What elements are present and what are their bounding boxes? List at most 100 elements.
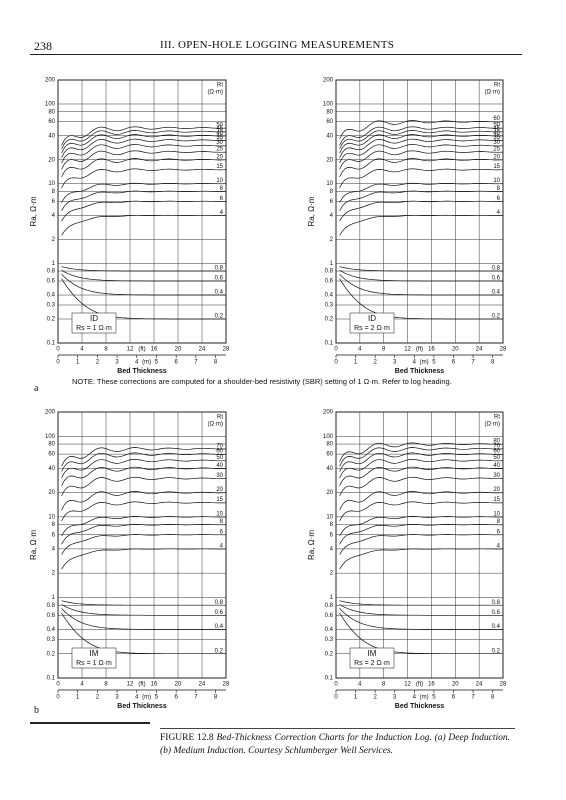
y-tick-label: 4 bbox=[52, 546, 56, 552]
rt-value-label: 35 bbox=[493, 135, 500, 141]
chart: 0.10.20.30.40.60.81246810204060801002000… bbox=[29, 78, 230, 375]
x-unit: (ft) bbox=[138, 347, 145, 353]
y-tick-label: 0.3 bbox=[325, 303, 334, 309]
correction-curve bbox=[339, 476, 504, 497]
y-tick-label: 6 bbox=[52, 199, 56, 205]
rt-value-label: 45 bbox=[493, 126, 500, 132]
y-tick-label: 0.8 bbox=[325, 603, 334, 609]
correction-curve bbox=[339, 144, 504, 164]
y-tick-label: 4 bbox=[52, 213, 56, 219]
rt-value-label: 30 bbox=[216, 473, 223, 479]
x-tick-label: 0 bbox=[56, 347, 60, 353]
rt-value-label: 15 bbox=[493, 497, 500, 503]
correction-curve bbox=[61, 458, 227, 479]
y-tick-label: 10 bbox=[48, 514, 55, 520]
correction-curve bbox=[339, 134, 504, 154]
rt-value-label: 6 bbox=[497, 196, 501, 202]
y-tick-label: 2 bbox=[330, 237, 334, 243]
rt-value-label: 6 bbox=[497, 529, 501, 535]
x-tick-label: 24 bbox=[476, 682, 483, 688]
x-tick-label: 28 bbox=[500, 682, 507, 688]
m-unit: (m) bbox=[420, 360, 429, 366]
y-axis-title: Ra, Ω·m bbox=[29, 196, 38, 226]
y-tick-label: 2 bbox=[52, 571, 56, 577]
chart: 0.10.20.30.40.60.81246810204060801002000… bbox=[307, 410, 507, 710]
m-tick-label: 5 bbox=[155, 360, 159, 366]
x-tick-label: 16 bbox=[151, 347, 158, 353]
m-tick-label: 3 bbox=[393, 360, 397, 366]
x-tick-label: 28 bbox=[223, 347, 230, 353]
rt-value-label: 40 bbox=[493, 463, 500, 469]
correction-curve bbox=[339, 182, 504, 203]
correction-curve bbox=[339, 150, 504, 170]
m-tick-label: 2 bbox=[373, 360, 377, 366]
x-tick-label: 20 bbox=[452, 682, 459, 688]
correction-curve bbox=[61, 130, 227, 150]
y-tick-label: 6 bbox=[330, 199, 334, 205]
y-tick-label: 0.4 bbox=[325, 627, 334, 633]
correction-curve bbox=[339, 269, 503, 282]
correction-curve bbox=[61, 200, 226, 222]
rt-value-label: 10 bbox=[216, 511, 223, 517]
m-tick-label: 8 bbox=[491, 695, 495, 701]
x-tick-label: 20 bbox=[175, 682, 182, 688]
correction-curve bbox=[61, 600, 226, 606]
x-tick-label: 28 bbox=[500, 347, 507, 353]
chart: 0.10.20.30.40.60.81246810204060801002000… bbox=[307, 78, 507, 375]
x-tick-label: 28 bbox=[223, 682, 230, 688]
rt-value-label: 50 bbox=[216, 455, 223, 461]
rt-value-label: 50 bbox=[493, 455, 500, 461]
rt-value-label: 60 bbox=[216, 449, 223, 455]
rt-value-label: 35 bbox=[216, 135, 223, 141]
m-tick-label: 4 bbox=[413, 360, 417, 366]
m-unit: (m) bbox=[142, 695, 151, 701]
caption: FIGURE 12.8 Bed-Thickness Correction Cha… bbox=[160, 732, 510, 758]
caption-body: Bed-Thickness Correction Charts for the … bbox=[160, 733, 511, 756]
rt-value-label: 6 bbox=[220, 196, 224, 202]
correction-curve bbox=[339, 600, 503, 606]
correction-curve bbox=[339, 501, 504, 522]
correction-curve bbox=[61, 158, 227, 178]
m-tick-label: 8 bbox=[214, 360, 218, 366]
rt-value-label: 8 bbox=[220, 186, 224, 192]
x-tick-label: 0 bbox=[334, 682, 338, 688]
shoulder-label: Rs = 1 Ω·m bbox=[76, 660, 112, 667]
y-tick-label: 20 bbox=[326, 490, 333, 496]
rt-unit: (Ω·m) bbox=[208, 422, 223, 428]
y-tick-label: 6 bbox=[330, 532, 334, 538]
m-tick-label: 6 bbox=[174, 360, 178, 366]
correction-curve bbox=[339, 604, 503, 616]
m-tick-label: 3 bbox=[115, 360, 119, 366]
rt-value-label: 0.4 bbox=[215, 624, 224, 630]
m-tick-label: 7 bbox=[194, 695, 198, 701]
note: NOTE: These corrections are computed for… bbox=[72, 377, 452, 386]
rt-value-label: 25 bbox=[493, 147, 500, 153]
plot-frame bbox=[335, 79, 504, 344]
shoulder-label: Rs = 2 Ω·m bbox=[354, 325, 390, 332]
y-tick-label: 0.6 bbox=[325, 279, 334, 285]
rt-value-label: 15 bbox=[216, 164, 223, 170]
x-tick-label: 12 bbox=[127, 347, 134, 353]
page-number: 238 bbox=[34, 39, 52, 53]
correction-curve bbox=[61, 190, 227, 211]
y-tick-label: 1 bbox=[330, 261, 334, 267]
correction-curve bbox=[339, 126, 504, 146]
correction-curve bbox=[61, 548, 227, 570]
correction-curve bbox=[61, 452, 227, 472]
correction-curve bbox=[61, 501, 227, 522]
rt-value-label: 8 bbox=[220, 519, 224, 525]
y-tick-label: 80 bbox=[326, 442, 333, 448]
y-tick-label: 0.6 bbox=[47, 613, 56, 619]
correction-curve bbox=[339, 452, 504, 472]
correction-curve bbox=[61, 278, 226, 320]
x-tick-label: 0 bbox=[56, 682, 60, 688]
m-tick-label: 1 bbox=[76, 695, 80, 701]
m-tick-label: 4 bbox=[135, 695, 139, 701]
y-tick-label: 0.1 bbox=[325, 676, 334, 682]
rt-value-label: 40 bbox=[493, 130, 500, 136]
correction-curve bbox=[339, 200, 503, 222]
correction-curve bbox=[339, 548, 504, 570]
correction-curve bbox=[339, 278, 503, 320]
y-tick-label: 200 bbox=[323, 78, 334, 84]
